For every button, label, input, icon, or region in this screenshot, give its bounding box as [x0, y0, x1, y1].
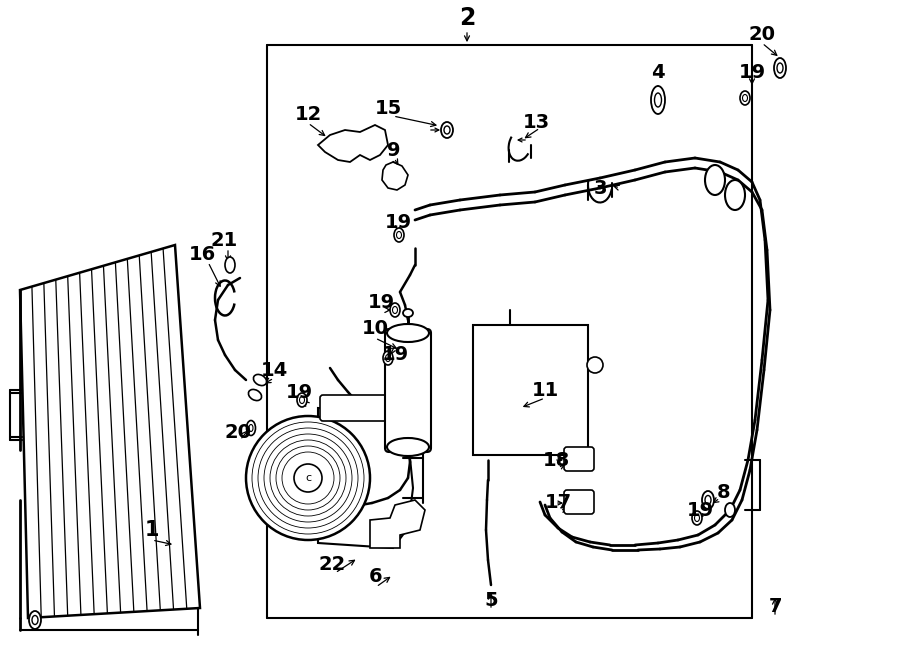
Text: 6: 6	[369, 568, 382, 586]
Ellipse shape	[390, 303, 400, 317]
FancyBboxPatch shape	[564, 447, 594, 471]
Ellipse shape	[394, 228, 404, 242]
Text: 21: 21	[211, 231, 238, 249]
Text: 12: 12	[294, 106, 321, 124]
Ellipse shape	[385, 354, 391, 362]
FancyBboxPatch shape	[320, 395, 396, 421]
Ellipse shape	[248, 389, 262, 401]
Ellipse shape	[702, 491, 714, 509]
Ellipse shape	[705, 165, 725, 195]
Ellipse shape	[397, 231, 401, 239]
Text: 22: 22	[319, 555, 346, 574]
Ellipse shape	[300, 397, 304, 403]
Text: 1: 1	[145, 520, 159, 540]
Text: 19: 19	[384, 212, 411, 231]
Ellipse shape	[441, 122, 453, 138]
Text: 19: 19	[738, 63, 766, 83]
Text: 19: 19	[285, 383, 312, 403]
Text: 15: 15	[374, 98, 401, 118]
Ellipse shape	[249, 424, 253, 432]
Polygon shape	[382, 162, 408, 190]
Ellipse shape	[740, 91, 750, 105]
Text: 2: 2	[459, 6, 475, 30]
Polygon shape	[318, 125, 388, 162]
Ellipse shape	[654, 93, 662, 107]
Ellipse shape	[777, 63, 783, 73]
Text: 4: 4	[652, 63, 665, 83]
Ellipse shape	[692, 511, 702, 525]
Ellipse shape	[695, 514, 699, 522]
Circle shape	[587, 357, 603, 373]
Text: 16: 16	[188, 245, 216, 264]
Text: 18: 18	[543, 451, 570, 469]
Ellipse shape	[29, 611, 41, 629]
Circle shape	[246, 416, 370, 540]
Text: 11: 11	[531, 381, 559, 399]
Text: 19: 19	[687, 500, 714, 520]
Polygon shape	[20, 245, 200, 618]
Circle shape	[294, 464, 322, 492]
Text: 19: 19	[382, 346, 409, 364]
Bar	[473, 325, 588, 455]
Ellipse shape	[444, 126, 450, 134]
Text: 3: 3	[593, 178, 607, 198]
Text: c: c	[305, 473, 311, 483]
Text: 5: 5	[484, 590, 498, 609]
Ellipse shape	[403, 309, 413, 317]
Text: 17: 17	[544, 494, 572, 512]
Ellipse shape	[383, 351, 393, 365]
Ellipse shape	[774, 58, 786, 78]
Ellipse shape	[705, 496, 711, 504]
Ellipse shape	[387, 324, 429, 342]
Ellipse shape	[247, 420, 256, 436]
Text: 20: 20	[224, 422, 251, 442]
Text: 13: 13	[522, 112, 550, 132]
Ellipse shape	[742, 95, 748, 102]
Ellipse shape	[387, 438, 429, 456]
Ellipse shape	[254, 374, 266, 385]
Polygon shape	[370, 500, 425, 548]
Text: 7: 7	[769, 598, 782, 617]
Text: 9: 9	[387, 141, 400, 159]
Ellipse shape	[32, 615, 38, 625]
Text: 14: 14	[260, 360, 288, 379]
Text: 20: 20	[749, 26, 776, 44]
Polygon shape	[318, 408, 413, 548]
Ellipse shape	[392, 307, 398, 313]
Ellipse shape	[651, 86, 665, 114]
FancyBboxPatch shape	[385, 329, 431, 452]
Ellipse shape	[725, 503, 735, 517]
Text: 10: 10	[362, 319, 389, 338]
Ellipse shape	[725, 180, 745, 210]
Text: 8: 8	[717, 483, 731, 502]
FancyBboxPatch shape	[564, 490, 594, 514]
Ellipse shape	[225, 257, 235, 273]
Ellipse shape	[297, 393, 307, 407]
Text: 19: 19	[367, 293, 394, 313]
